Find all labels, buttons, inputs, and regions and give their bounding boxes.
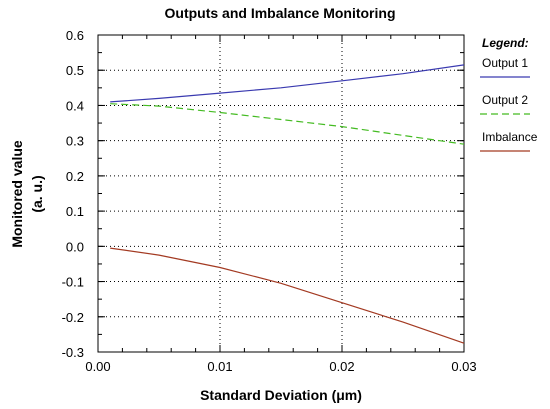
plot-area-frame [97,34,465,353]
y-tick-label: 0.3 [66,134,84,149]
y-tick-label: -0.1 [62,275,84,290]
y-tick-label: 0.5 [66,63,84,78]
x-tick-label: 0.00 [85,359,110,374]
y-axis-label: Monitored value (a. u.) [9,140,45,248]
legend-label-output-1: Output 1 [482,56,528,70]
legend: Legend: Output 1 Output 2 Imbalance [480,36,538,152]
grid [98,35,464,352]
series-line-output-2 [110,103,465,145]
y-tick-label: 0.1 [66,204,84,219]
y-tick-label: 0.4 [66,98,84,113]
x-tick-labels: 0.00 0.01 0.02 0.03 [85,359,476,374]
x-tick-label: 0.03 [451,359,476,374]
x-axis-label: Standard Deviation (μm) [200,387,362,403]
x-tick-label: 0.02 [329,359,354,374]
y-tick-label: -0.2 [62,310,84,325]
legend-label-output-2: Output 2 [482,93,528,107]
y-tick-label: 0.0 [66,239,84,254]
x-tick-label: 0.01 [207,359,232,374]
y-tick-label: 0.6 [66,28,84,43]
tick-marks [97,34,465,353]
legend-label-imbalance: Imbalance [482,130,538,144]
series-line-imbalance [110,247,465,344]
y-axis-label-line1: Monitored value [9,140,25,248]
legend-title: Legend: [482,36,529,50]
chart-title: Outputs and Imbalance Monitoring [165,5,396,21]
y-tick-labels: -0.3 -0.2 -0.1 0.0 0.1 0.2 0.3 0.4 0.5 0.6 [62,28,84,360]
series-line-output-1 [110,64,465,103]
y-tick-label: 0.2 [66,169,84,184]
y-tick-label: -0.3 [62,345,84,360]
y-axis-label-line2: (a. u.) [29,175,45,212]
series-lines [110,64,465,344]
